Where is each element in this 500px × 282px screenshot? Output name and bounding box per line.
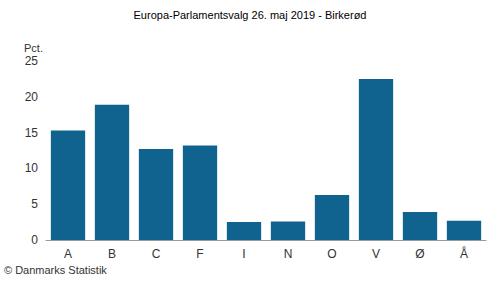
svg-text:25: 25 bbox=[25, 54, 39, 68]
svg-text:I: I bbox=[242, 247, 245, 261]
svg-text:0: 0 bbox=[31, 233, 38, 247]
svg-text:Europa-Parlamentsvalg 26. maj: Europa-Parlamentsvalg 26. maj 2019 - Bir… bbox=[134, 9, 367, 21]
svg-text:B: B bbox=[108, 247, 116, 261]
svg-text:Å: Å bbox=[460, 246, 468, 261]
svg-text:10: 10 bbox=[25, 161, 39, 175]
svg-text:15: 15 bbox=[25, 126, 39, 140]
svg-text:O: O bbox=[327, 247, 336, 261]
svg-text:5: 5 bbox=[31, 197, 38, 211]
svg-text:F: F bbox=[196, 247, 203, 261]
svg-text:N: N bbox=[284, 247, 293, 261]
svg-text:20: 20 bbox=[25, 90, 39, 104]
svg-text:Ø: Ø bbox=[415, 247, 424, 261]
svg-text:© Danmarks Statistik: © Danmarks Statistik bbox=[4, 264, 107, 276]
svg-text:C: C bbox=[152, 247, 161, 261]
svg-text:A: A bbox=[64, 247, 72, 261]
svg-text:Pct.: Pct. bbox=[24, 42, 43, 54]
svg-text:V: V bbox=[372, 247, 380, 261]
